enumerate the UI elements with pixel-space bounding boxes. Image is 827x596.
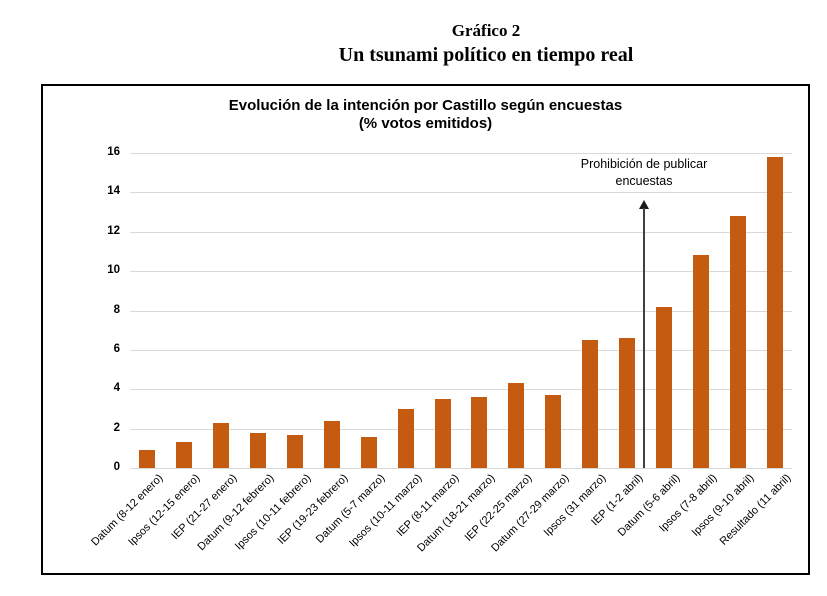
ytick-label-0: 0 — [113, 461, 120, 473]
bar-7 — [360, 436, 377, 468]
bar-14 — [619, 338, 636, 468]
bar-3 — [212, 422, 229, 468]
gridline-y16 — [130, 153, 792, 154]
bar-6 — [323, 420, 340, 468]
bar-13 — [582, 340, 599, 468]
figure-title: Un tsunami político en tiempo real — [338, 44, 634, 66]
annotation-line2: encuestas — [615, 174, 673, 188]
figure-number: Gráfico 2 — [451, 21, 521, 40]
gridline-y2 — [130, 428, 792, 430]
ytick-label-6: 6 — [113, 342, 120, 355]
bar-17 — [730, 216, 747, 468]
bar-2 — [175, 442, 192, 468]
bar-9 — [434, 399, 451, 468]
arrow-line — [643, 208, 645, 468]
ytick-label-12: 12 — [107, 224, 120, 237]
bar-15 — [656, 306, 673, 468]
ytick-label-2: 2 — [113, 421, 120, 434]
ytick-label-16: 16 — [107, 146, 120, 158]
ytick-label-8: 8 — [113, 303, 120, 316]
gridline-y14 — [130, 192, 792, 194]
chart-title: Evolución de la intención por Castillo s… — [43, 97, 808, 133]
gridline-y4 — [130, 389, 792, 391]
bar-1 — [139, 450, 155, 468]
gridline-y10 — [130, 271, 792, 273]
chart-box: Evolución de la intención por Castillo s… — [41, 84, 810, 575]
bar-5 — [286, 434, 303, 468]
ytick-label-4: 4 — [113, 382, 120, 395]
bar-18 — [766, 156, 783, 468]
figure-header: Gráfico 2 Un tsunami político en tiempo … — [146, 20, 826, 68]
bar-8 — [397, 408, 414, 468]
plot-area: 0 2 4 6 8 10 12 14 16 Datum (8-12 enero) Ipsos (12… — [43, 86, 808, 573]
gridline-y12 — [130, 231, 792, 233]
annotation-line1: Prohibición de publicar — [580, 157, 708, 171]
bar-12 — [545, 395, 562, 468]
arrow-up-icon — [639, 200, 649, 209]
bar-16 — [693, 255, 710, 468]
ytick-label-10: 10 — [107, 264, 120, 277]
gridline-y6 — [130, 349, 792, 351]
bar-11 — [508, 383, 525, 468]
bar-10 — [471, 397, 488, 468]
gridline-y8 — [130, 310, 792, 312]
chart-title-line1: Evolución de la intención por Castillo s… — [228, 97, 623, 114]
ytick-label-14: 14 — [107, 185, 120, 198]
gridline-y0 — [130, 468, 792, 469]
annotation-prohibicion: Prohibición de publicar encuestas — [484, 156, 804, 190]
bar-4 — [249, 432, 266, 468]
chart-title-line2: (% votos emitidos) — [358, 115, 493, 132]
